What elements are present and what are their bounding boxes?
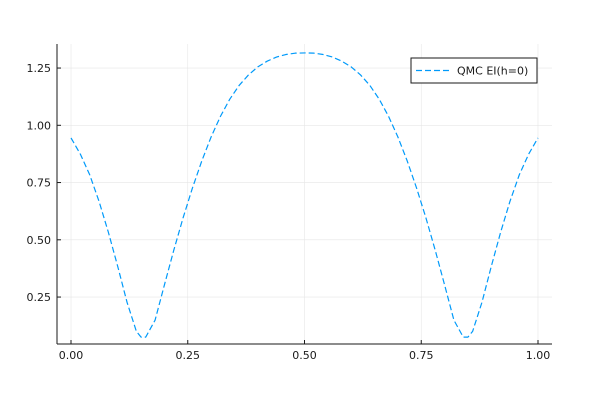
- y-tick-label: 1.25: [27, 62, 52, 75]
- y-tick-label: 0.50: [27, 234, 52, 247]
- x-tick-label: 0.75: [409, 349, 434, 362]
- y-tick-label: 0.75: [27, 177, 52, 190]
- axes: [56, 44, 552, 345]
- y-tick-label: 1.00: [27, 119, 52, 132]
- x-tick-label: 0.25: [176, 349, 201, 362]
- x-tick-label: 0.50: [292, 349, 317, 362]
- x-tick-label: 1.00: [526, 349, 551, 362]
- legend: QMC EI(h=0): [410, 57, 538, 84]
- x-tick-label: 0.00: [59, 349, 84, 362]
- grid-lines: [57, 44, 552, 344]
- legend-label: QMC EI(h=0): [457, 65, 528, 78]
- legend-box: [410, 57, 538, 84]
- data-series: [70, 52, 539, 338]
- series-line: [70, 52, 539, 338]
- tick-labels: 0.00 0.25 0.50 0.75 1.00 0.25 0.50 0.75 1.00 1.25: [27, 62, 551, 362]
- y-tick-label: 0.25: [27, 291, 52, 304]
